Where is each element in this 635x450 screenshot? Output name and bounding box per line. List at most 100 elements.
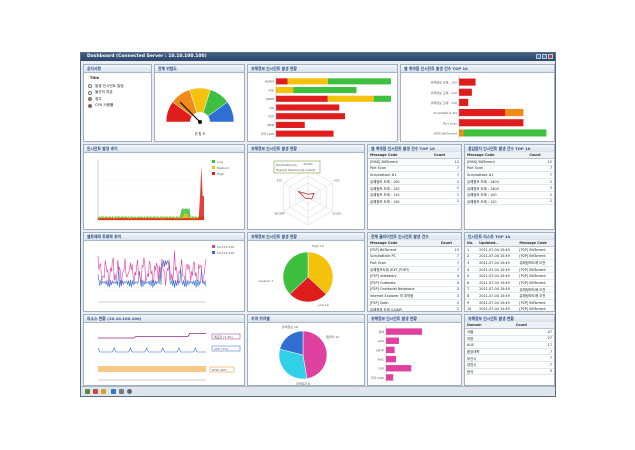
radar-axis-label: ETC — [277, 179, 283, 183]
alert-item[interactable]: 불규칙 처분 — [88, 90, 147, 97]
alert-icon[interactable] — [93, 389, 98, 394]
table-row[interactable]: 대전시 7 — [465, 361, 554, 369]
table-cell: 2011-07-04 15:49 — [477, 292, 518, 300]
table-row[interactable]: 유해정보 도메 (LDAP) 2 — [368, 305, 461, 311]
traffic-trend-panel: 웹트래픽 트래픽 추이 10,172,216 10,172,218 — [83, 232, 245, 312]
table-row[interactable]: 6 2011-07-04 15:49 [P2P] BitTorrent — [465, 279, 554, 287]
client-incident-panel: 전체 클라이언트 인시던트 발생 건수 Message Code Count [P2… — [367, 232, 462, 312]
table-row[interactable]: 5 2011-07-04 15:49 [P2P] BitTorrent — [465, 272, 554, 280]
table-row[interactable]: AUS 17 — [465, 341, 554, 349]
table-row[interactable]: Scriptattack #1 7 — [368, 171, 461, 179]
incident-list-panel: 인시던트 리스트 TOP 10 No. Updated.. Message Code… — [464, 232, 555, 312]
table-row[interactable]: 중앙대학 7 — [465, 348, 554, 356]
column-header[interactable]: Domain — [465, 322, 514, 329]
table-row[interactable]: 유해정보 도메 : 130 1 — [368, 198, 461, 206]
table-row[interactable]: 유해정보 도메 : 100 2 — [368, 178, 461, 186]
table-cell: [P2P] BitTorrent — [517, 246, 554, 254]
bottom-toolbar — [81, 386, 555, 396]
table-row[interactable]: 서울 47 — [465, 328, 554, 336]
table-row[interactable]: Scriptattack #1 7 — [465, 171, 554, 179]
table-row[interactable]: [P2P] Outbeats 4 — [368, 279, 461, 287]
resource-panel: 리소스 현황 (10.10.100.100) 메모리 (2.3G) CPU (7… — [83, 314, 245, 386]
table-row[interactable]: 유해정보 도메 : 100 1 — [465, 191, 554, 199]
table-row[interactable]: Internet Explorer 미 취약점 3 — [368, 292, 461, 300]
table-row[interactable]: [P2P] Oneitonet Netphone 3 — [368, 286, 461, 294]
alert-item[interactable]: CPU 사용률 — [88, 103, 147, 110]
column-header[interactable]: Count — [431, 152, 461, 159]
bar-segment — [327, 95, 374, 102]
bar-segment — [505, 109, 524, 117]
table-row[interactable]: 유해정보 도메 : 110 1 — [368, 191, 461, 199]
pause-icon[interactable] — [119, 389, 124, 394]
table-row[interactable]: 유해정보 도메 : 1400 2 — [465, 178, 554, 186]
column-header[interactable]: Message Code — [517, 240, 554, 247]
table-cell: 부산시 — [465, 354, 514, 362]
table-row[interactable]: 2 2011-07-04 15:49 [P2P] BitTorrent — [465, 253, 554, 261]
home-icon[interactable] — [85, 389, 90, 394]
play-icon[interactable] — [111, 389, 116, 394]
table-row[interactable]: 4 2011-07-04 15:49 [P2P] BitTorrent — [465, 266, 554, 274]
table-cell: 12 — [527, 158, 554, 166]
table-row[interactable]: [RISK] BitTorrent 12 — [368, 158, 461, 166]
bar-label: Port Scan — [443, 121, 457, 125]
column-header[interactable]: No. — [465, 240, 478, 247]
table-row[interactable]: [RISK] BitTorrent 12 — [465, 158, 554, 166]
close-button[interactable] — [548, 54, 553, 59]
table-row[interactable]: Port Scan 7 — [368, 165, 461, 173]
table-row[interactable]: 9 2011-07-04 15:49 [P2P] BitTorrent — [465, 299, 554, 307]
table-cell: 유해정보 도메 : 100 — [465, 191, 528, 199]
column-header[interactable]: Count — [438, 240, 461, 247]
column-header[interactable]: Message Code — [368, 152, 432, 159]
table-cell: [P2P] Oneitonet Netphone — [368, 286, 439, 294]
gear-icon[interactable] — [127, 389, 132, 394]
table-cell: 12 — [431, 158, 461, 166]
column-header[interactable]: Count — [513, 322, 554, 329]
table-row[interactable]: [P2P] BitTorrent 15 — [368, 246, 461, 254]
table-row[interactable]: 7 2011-07-04 15:49 유해정보도메 오전 — [465, 286, 554, 294]
traffic-chart: 10,172,216 10,172,218 — [97, 245, 234, 303]
maximize-button[interactable] — [542, 54, 547, 59]
table-row[interactable]: 지방 27 — [465, 335, 554, 343]
minimize-button[interactable] — [536, 54, 541, 59]
table-cell: 3 — [438, 286, 461, 294]
table-row[interactable]: 유해정보 도메 : 120 2 — [368, 184, 461, 192]
alert-item-label: 경고 — [95, 96, 102, 101]
table-row[interactable]: 유해정보 도메 : 1400 2 — [465, 184, 554, 192]
table-row[interactable]: Port Scan 7 — [368, 259, 461, 267]
alert-item[interactable]: 발생 인시던트 알림 — [88, 83, 147, 90]
table-row[interactable]: [P2P] uNetdiary 4 — [368, 272, 461, 280]
table-cell: 유해정보 도메 : 130 — [368, 198, 432, 206]
column-header[interactable]: Message Code — [368, 240, 439, 247]
folder-icon[interactable] — [101, 389, 106, 394]
table-cell: Port Scan — [465, 165, 528, 173]
panel-title: 웹트래픽 트래픽 추이 — [84, 233, 244, 241]
bar-label: NORM — [265, 80, 275, 84]
table-row[interactable]: [P2P] Dosh 2 — [368, 299, 461, 307]
table-row[interactable]: Port Scan 7 — [465, 165, 554, 173]
table-row[interactable]: 유해정보도메 (EXT_PORT) 7 — [368, 266, 461, 274]
alert-item-label: CPU 사용률 — [95, 103, 114, 108]
column-header[interactable]: Count — [527, 152, 554, 159]
column-header[interactable]: Updated.. — [477, 240, 518, 247]
status-dot-icon — [88, 97, 92, 102]
table-row[interactable]: 3 2011-07-04 15:49 유해정보도메 오전 — [465, 259, 554, 267]
table-row[interactable]: 8 2011-07-04 15:49 유해정보도메 오전 — [465, 292, 554, 300]
bar-label: 기타 LOW — [261, 131, 274, 136]
pie-label-high: High 10 — [312, 244, 324, 248]
alert-item[interactable]: 경고 — [88, 96, 147, 103]
radar-legend-a: Destination(1) — [276, 163, 297, 167]
table-row[interactable]: 10 2011-07-04 15:49 [P2P] BitTorrent — [465, 305, 554, 311]
table-row[interactable]: 1 2011-07-04 15:49 [P2P] BitTorrent — [465, 246, 554, 254]
table-row[interactable]: 유해정보 도메 : 120 1 — [465, 198, 554, 206]
bar-label: 유해정보 도메 : 100 — [431, 80, 457, 85]
table-cell: 중앙대학 — [465, 348, 514, 356]
bar-label: 유해정보 도메 : 110 — [431, 100, 457, 105]
radar-axis-label: XSS — [334, 179, 340, 183]
table-cell: Scriptattack #1 — [368, 171, 432, 179]
table-row[interactable]: 부산시 7 — [465, 354, 554, 362]
column-header[interactable]: Message Code — [465, 152, 528, 159]
table-cell: 2011-07-04 15:49 — [477, 272, 518, 280]
table-row[interactable]: Scriptattack PC 7 — [368, 253, 461, 261]
pie-slice — [289, 276, 327, 303]
table-row[interactable]: 한국 5 — [465, 368, 554, 376]
